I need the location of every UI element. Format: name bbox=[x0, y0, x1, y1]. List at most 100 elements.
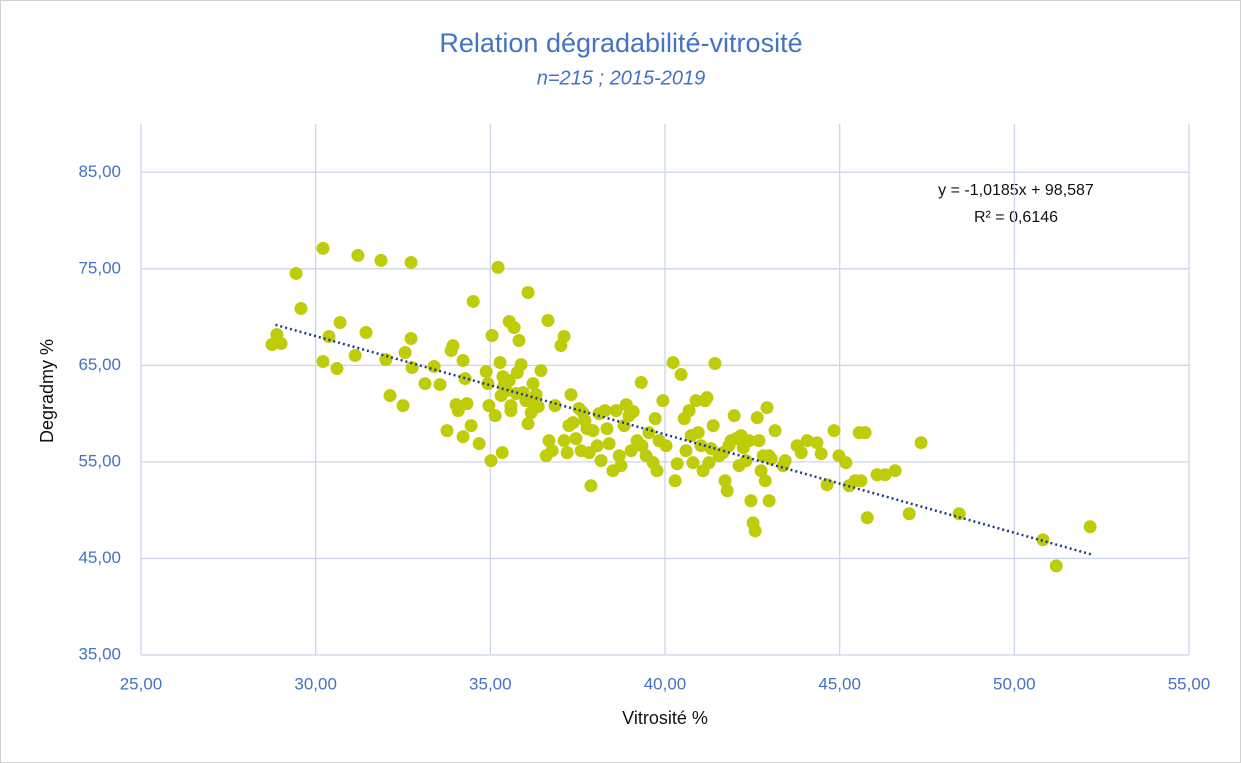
data-point bbox=[642, 426, 656, 440]
data-point bbox=[499, 384, 513, 398]
data-point bbox=[294, 301, 308, 315]
chart-title: Relation dégradabilité-vitrosité bbox=[439, 28, 802, 58]
data-point bbox=[674, 368, 688, 382]
data-point bbox=[488, 409, 502, 423]
data-point bbox=[451, 404, 465, 418]
data-point bbox=[348, 349, 362, 363]
data-point bbox=[656, 394, 670, 408]
data-point bbox=[617, 419, 631, 433]
data-point bbox=[491, 260, 505, 274]
data-point bbox=[609, 404, 623, 418]
data-point bbox=[750, 411, 764, 425]
data-point bbox=[398, 346, 412, 360]
data-point bbox=[902, 507, 916, 521]
data-point bbox=[396, 399, 410, 413]
data-point bbox=[316, 355, 330, 369]
x-tick-label: 30,00 bbox=[294, 674, 337, 693]
data-point bbox=[612, 449, 626, 463]
y-tick-label: 85,00 bbox=[78, 162, 121, 181]
data-point bbox=[860, 511, 874, 525]
data-point bbox=[541, 313, 555, 327]
data-point bbox=[758, 474, 772, 488]
data-point bbox=[914, 436, 928, 450]
data-point bbox=[694, 439, 708, 453]
data-point bbox=[446, 339, 460, 353]
data-point bbox=[706, 419, 720, 433]
data-point bbox=[768, 424, 782, 438]
x-tick-label: 40,00 bbox=[644, 674, 687, 693]
y-tick-label: 35,00 bbox=[78, 644, 121, 663]
trend-line bbox=[275, 323, 1092, 556]
data-point bbox=[600, 422, 614, 436]
data-point bbox=[727, 409, 741, 423]
data-point bbox=[648, 412, 662, 426]
data-point bbox=[764, 452, 778, 466]
data-point bbox=[482, 399, 496, 413]
data-point bbox=[526, 377, 540, 391]
data-point bbox=[700, 391, 714, 405]
data-point bbox=[691, 426, 705, 440]
x-tick-label: 45,00 bbox=[818, 674, 861, 693]
data-point bbox=[584, 479, 598, 493]
data-point bbox=[569, 432, 583, 446]
data-point bbox=[504, 404, 518, 418]
data-point bbox=[531, 400, 545, 414]
data-point bbox=[485, 329, 499, 343]
data-point bbox=[686, 456, 700, 470]
data-point bbox=[545, 444, 559, 458]
data-point bbox=[586, 424, 600, 438]
data-point bbox=[534, 364, 548, 378]
data-point bbox=[718, 474, 732, 488]
x-tick-label: 55,00 bbox=[1168, 674, 1211, 693]
data-point bbox=[594, 454, 608, 468]
data-point bbox=[952, 507, 966, 521]
data-point bbox=[1036, 533, 1050, 547]
trend-equation: y = -1,0185x + 98,587 bbox=[938, 182, 1094, 199]
y-tick-label: 45,00 bbox=[78, 548, 121, 567]
data-point bbox=[679, 444, 693, 458]
data-point bbox=[1049, 559, 1063, 573]
data-point bbox=[542, 434, 556, 448]
data-point bbox=[590, 439, 604, 453]
data-point bbox=[839, 456, 853, 470]
data-point bbox=[702, 456, 716, 470]
data-point bbox=[404, 332, 418, 346]
data-point bbox=[564, 388, 578, 402]
data-point bbox=[739, 454, 753, 468]
data-point bbox=[472, 437, 486, 451]
data-point bbox=[330, 362, 344, 376]
data-point bbox=[322, 329, 336, 343]
data-point bbox=[418, 377, 432, 391]
x-tick-label: 50,00 bbox=[993, 674, 1036, 693]
chart-subtitle: n=215 ; 2015-2019 bbox=[537, 67, 706, 89]
data-point bbox=[689, 394, 703, 408]
data-point bbox=[670, 457, 684, 471]
data-point bbox=[614, 459, 628, 473]
data-point bbox=[484, 454, 498, 468]
data-point bbox=[512, 334, 526, 348]
data-point bbox=[858, 426, 872, 440]
data-point bbox=[289, 266, 303, 280]
data-point bbox=[507, 321, 521, 335]
data-point bbox=[810, 436, 824, 450]
data-point bbox=[1083, 520, 1097, 534]
data-point bbox=[521, 285, 535, 299]
y-tick-label: 75,00 bbox=[78, 258, 121, 277]
data-point bbox=[854, 474, 868, 488]
data-point bbox=[566, 416, 580, 430]
data-point bbox=[720, 484, 734, 498]
data-point bbox=[359, 326, 373, 340]
data-point bbox=[878, 468, 892, 482]
data-point bbox=[748, 524, 762, 538]
data-point bbox=[433, 378, 447, 392]
data-point bbox=[495, 446, 509, 460]
data-point bbox=[624, 444, 638, 458]
data-point bbox=[752, 434, 766, 448]
data-point bbox=[333, 315, 347, 329]
data-point bbox=[502, 374, 516, 388]
data-point bbox=[682, 404, 696, 418]
data-point bbox=[557, 329, 571, 343]
y-tick-label: 55,00 bbox=[78, 451, 121, 470]
